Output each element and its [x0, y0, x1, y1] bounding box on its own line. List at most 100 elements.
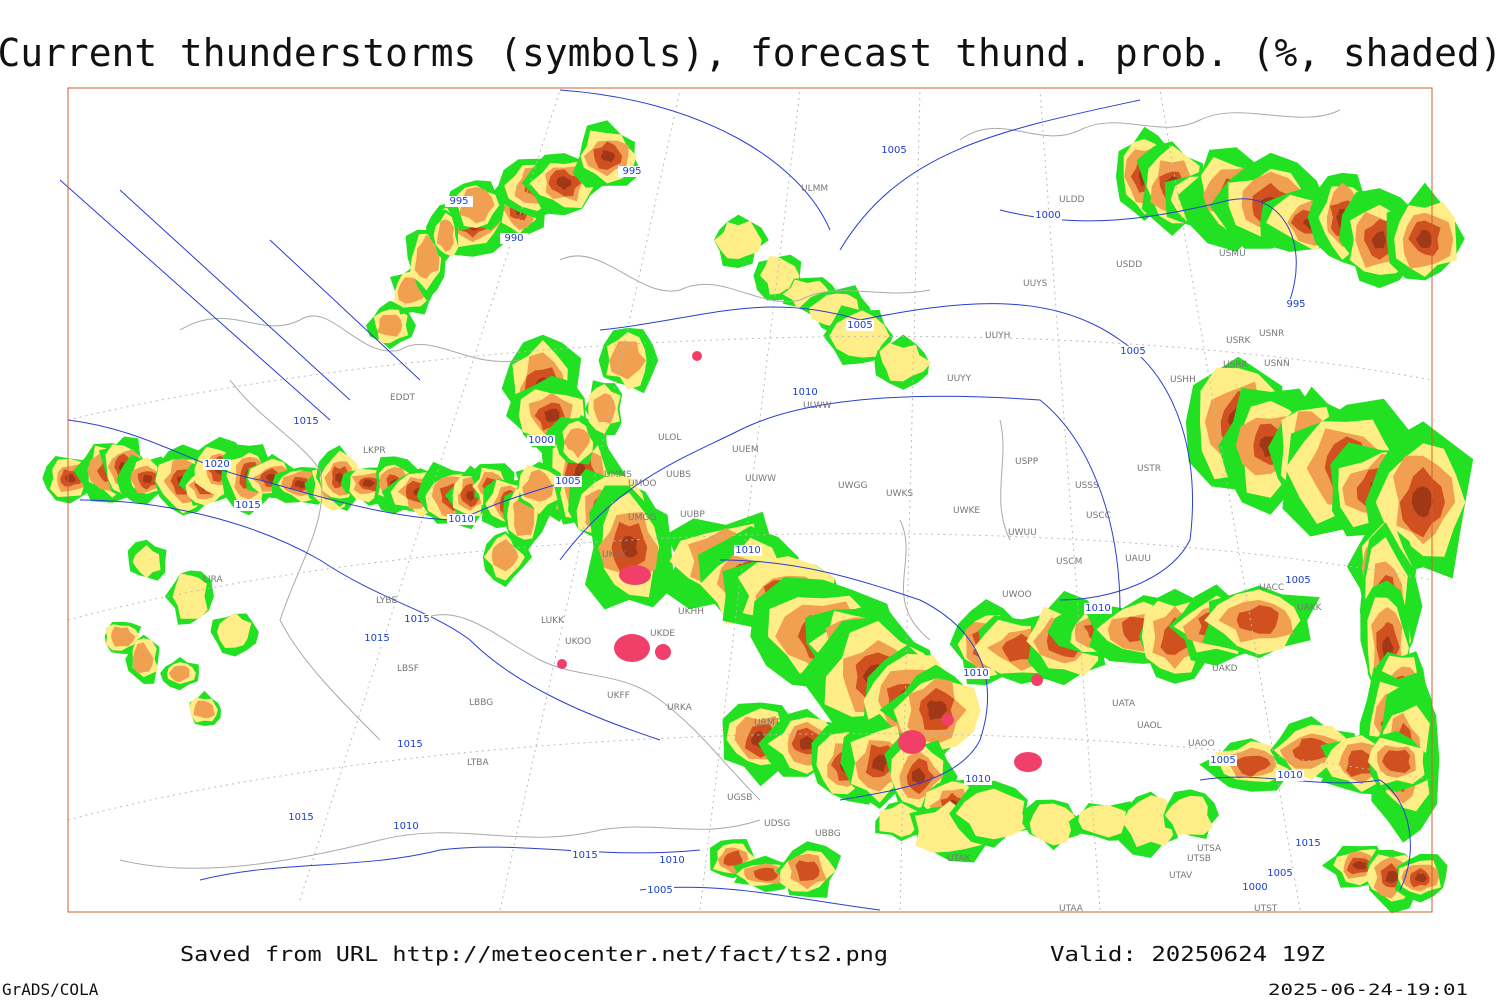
station-code: UKHH	[678, 607, 704, 617]
coastline	[959, 109, 1341, 141]
station-code: EDDT	[390, 393, 416, 403]
isobar-label-bg	[396, 739, 424, 750]
isobar-label: 1015	[235, 500, 260, 511]
timestamp: 2025-06-24-19:01	[1268, 980, 1468, 999]
isobar-label: 1010	[963, 668, 988, 679]
thunderstorm-symbol	[692, 351, 702, 361]
isobar-label-bg	[646, 885, 674, 896]
coastline	[419, 614, 761, 801]
station-code: UKDE	[650, 629, 675, 639]
isobar	[59, 179, 421, 421]
station-code: UMMS	[604, 470, 632, 480]
source-url: Saved from URL http://meteocenter.net/fa…	[180, 942, 888, 966]
isobar-label: 1005	[555, 476, 580, 487]
shade-area	[593, 393, 616, 424]
isobar	[1199, 776, 1411, 891]
isobar-label-bg	[1084, 603, 1112, 614]
isobar-label: 1015	[404, 614, 429, 625]
coastline	[179, 315, 521, 363]
isobar-label-bg	[445, 196, 473, 207]
isobar	[719, 559, 988, 801]
isobar-label: 1010	[1277, 770, 1302, 781]
isobar-label: 1005	[1120, 346, 1145, 357]
station-code: URMT	[754, 718, 781, 728]
shade-area	[723, 850, 743, 867]
shade-area	[1415, 229, 1432, 248]
isobar-label-bg	[1284, 575, 1312, 586]
shade-area	[217, 612, 252, 648]
isobar-label-bg	[1119, 346, 1147, 357]
isobar-label-bg	[1282, 299, 1310, 310]
station-code: UTST	[1254, 904, 1278, 914]
thunderstorm-symbol	[898, 730, 926, 754]
isobar-label-bg	[447, 514, 475, 525]
shade-area	[795, 860, 820, 881]
station-code: UWKE	[953, 506, 980, 516]
station-code: UTAK	[947, 854, 972, 864]
station-code: USDD	[1116, 260, 1142, 270]
isobar-label-bg	[658, 855, 686, 866]
station-code: UTSB	[1187, 854, 1211, 864]
shade-area	[377, 314, 403, 337]
shade-area	[714, 220, 762, 259]
shade-area	[829, 310, 890, 358]
shade-area	[491, 539, 519, 572]
isobar-label-bg	[618, 166, 646, 177]
station-code: UDSG	[764, 819, 790, 829]
station-code: LTBA	[467, 758, 489, 768]
station-code: UTAV	[1169, 871, 1193, 881]
isobar	[67, 419, 571, 521]
station-code: USHH	[1170, 375, 1196, 385]
isobar-label: 995	[622, 166, 641, 177]
isobar-label: 1015	[293, 416, 318, 427]
shade-area	[414, 234, 440, 279]
station-code: ULWW	[803, 401, 832, 411]
isobar-label-bg	[571, 850, 599, 861]
station-code: UUYH	[985, 331, 1010, 341]
isobar-label: 1005	[1285, 575, 1310, 586]
isobar-label: 990	[504, 233, 523, 244]
station-code: UWGG	[838, 481, 867, 491]
isobar-label: 1005	[1210, 755, 1235, 766]
shade-area	[132, 642, 154, 674]
station-code: ULMM	[801, 184, 828, 194]
isobar-label-bg	[880, 145, 908, 156]
shade-area	[879, 343, 932, 382]
isobar-label-bg	[1034, 210, 1062, 221]
station-code: LIRA	[203, 575, 224, 585]
station-code: UACC	[1259, 583, 1284, 593]
river	[899, 419, 1011, 641]
isobar-label-bg	[363, 633, 391, 644]
isobar-label: 1010	[659, 855, 684, 866]
shade-area	[926, 700, 948, 720]
thunderstorm-symbol	[1014, 752, 1042, 772]
station-code: ULDD	[1059, 195, 1085, 205]
isobar-label: 1015	[1295, 838, 1320, 849]
isobar-label: 1005	[1267, 868, 1292, 879]
isobar-label: 1010	[393, 821, 418, 832]
station-code: UUBS	[666, 470, 691, 480]
station-code: UUYY	[947, 374, 972, 384]
isobar-label: 1000	[528, 435, 553, 446]
station-code: USNR	[1259, 329, 1284, 339]
parallel	[67, 335, 1433, 821]
isobar-label: 1005	[647, 885, 672, 896]
isobar-label: 1010	[448, 514, 473, 525]
coastline	[119, 819, 761, 869]
thunderstorm-symbol	[619, 565, 651, 585]
thunderstorm-symbol	[655, 644, 671, 660]
station-code: ULOL	[658, 433, 681, 443]
isobar-label-bg	[1294, 838, 1322, 849]
isobar-label-bg	[527, 435, 555, 446]
station-code: UTAA	[1059, 904, 1084, 914]
station-code: UKKK	[602, 550, 627, 560]
thunderstorm-symbol	[557, 659, 567, 669]
isobar-label-bg	[292, 416, 320, 427]
station-code: USCC	[1086, 511, 1111, 521]
station-code: USNN	[1264, 359, 1290, 369]
isobar	[559, 89, 1141, 251]
isobar-label-bg	[234, 500, 262, 511]
station-code: USPP	[1015, 457, 1039, 467]
station-code: UATA	[1112, 699, 1136, 709]
